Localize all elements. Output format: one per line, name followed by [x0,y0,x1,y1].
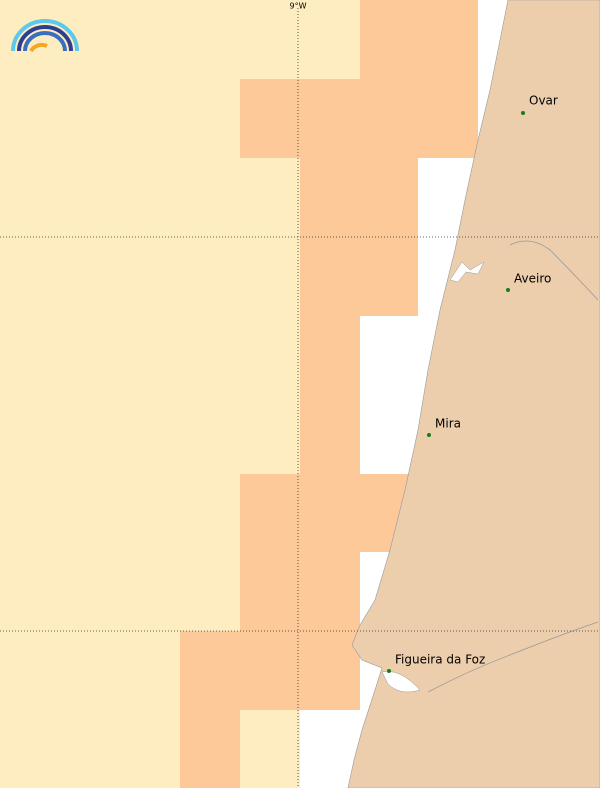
city-label: Mira [435,417,461,431]
graticule [0,8,600,788]
land [347,0,600,788]
graticule-label: 9°W [290,2,307,11]
city-label: Figueira da Foz [395,653,485,667]
city-label: Ovar [529,94,558,108]
river [509,240,599,301]
lagoon [449,261,485,283]
estuary [381,671,421,693]
high-zone [180,0,478,788]
city-markers [387,111,525,673]
logo [11,19,79,53]
city-label: Aveiro [514,272,551,286]
river [427,621,599,693]
